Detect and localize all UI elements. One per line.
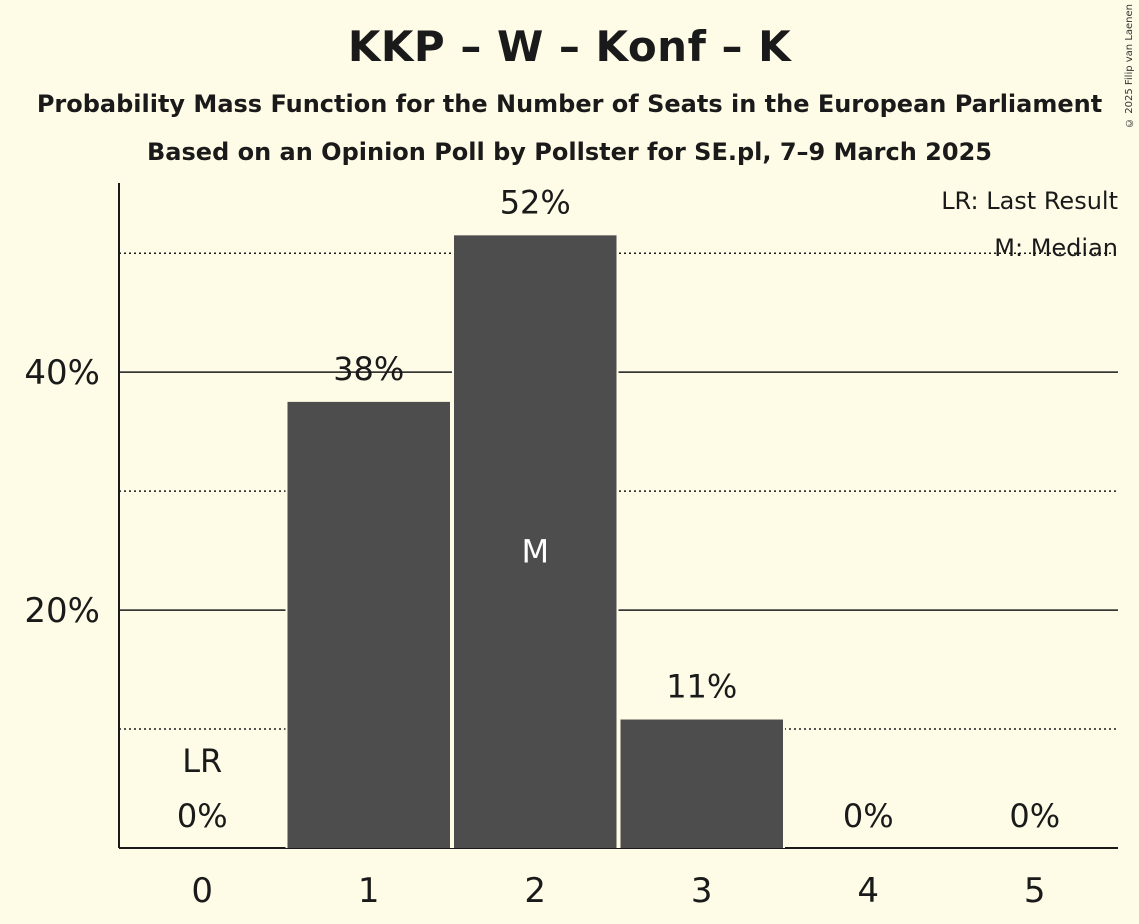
x-tick-label: 3 (691, 871, 713, 911)
x-tick-label: 1 (358, 871, 380, 911)
bars (285, 235, 785, 848)
y-tick-label: 40% (24, 353, 100, 393)
data-label: 0% (177, 797, 228, 835)
x-tick-label: 4 (857, 871, 879, 911)
chart-subtitle: Probability Mass Function for the Number… (36, 90, 1103, 118)
legend-last-result: LR: Last Result (941, 187, 1118, 215)
chart-source: Based on an Opinion Poll by Pollster for… (147, 138, 992, 166)
x-tick-label: 2 (524, 871, 546, 911)
data-label: 0% (1009, 797, 1060, 835)
bar (287, 401, 450, 848)
chart-title: KKP – W – Konf – K (347, 22, 792, 71)
data-label: 0% (843, 797, 894, 835)
legend-median: M: Median (994, 234, 1118, 262)
x-tick-label: 0 (191, 871, 213, 911)
x-tick-label: 5 (1024, 871, 1046, 911)
data-label: 38% (333, 350, 404, 388)
data-label: 11% (666, 668, 737, 706)
y-tick-label: 20% (24, 591, 100, 631)
median-marker: M (521, 532, 549, 570)
bar (454, 235, 617, 848)
bar (620, 719, 783, 848)
last-result-marker: LR (182, 742, 222, 780)
data-label: 52% (500, 183, 571, 221)
